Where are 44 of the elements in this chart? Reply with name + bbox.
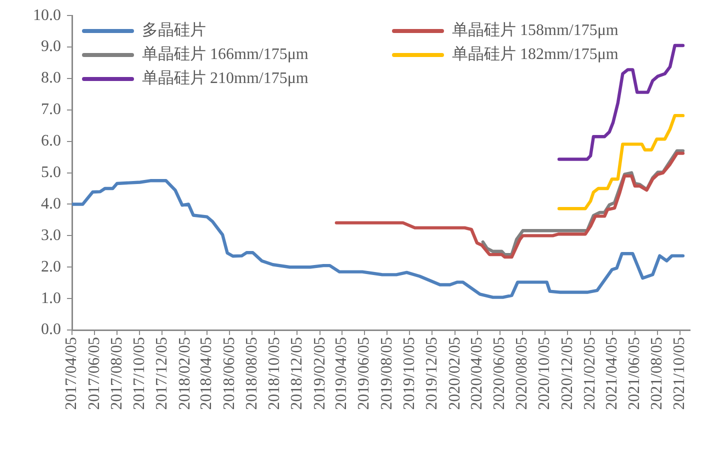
x-tick-label: 2019/06/05: [356, 337, 373, 410]
x-tick-label: 2017/10/05: [130, 337, 148, 410]
y-tick-label: 7.0: [41, 101, 61, 118]
y-tick-label: 2.0: [41, 258, 61, 276]
x-tick-label: 2018/08/05: [243, 337, 260, 410]
x-tick-label: 2018/10/05: [266, 337, 283, 410]
y-tick-label: 9.0: [41, 38, 61, 56]
x-tick-label: 2018/02/05: [176, 337, 194, 410]
y-tick-label: 3.0: [41, 226, 61, 244]
x-tick-label: 2017/06/05: [86, 337, 103, 410]
x-tick-label: 2020/08/05: [514, 337, 531, 410]
x-tick-label: 2019/02/05: [311, 337, 328, 410]
legend-label: 多晶硅片: [142, 20, 206, 41]
legend-label: 单晶硅片 210mm/175μm: [142, 68, 308, 89]
x-tick-label: 2018/04/05: [198, 337, 216, 410]
x-tick-label: 2020/04/05: [468, 337, 486, 410]
x-tick-label: 2019/04/05: [333, 337, 350, 410]
x-tick-label: 2018/12/05: [288, 337, 306, 410]
legend-label: 单晶硅片 166mm/175μm: [142, 44, 308, 65]
legend-label: 单晶硅片 158mm/175μm: [452, 20, 618, 41]
x-tick-label: 2021/06/05: [626, 337, 644, 410]
y-tick-label: 1.0: [41, 290, 61, 307]
y-tick-label: 4.0: [41, 195, 61, 212]
x-tick-label: 2020/02/05: [446, 337, 464, 410]
x-tick-label: 2020/06/05: [491, 337, 508, 410]
y-tick-label: 5.0: [41, 164, 61, 182]
x-tick-label: 2021/04/05: [604, 337, 621, 410]
x-tick-label: 2021/08/05: [648, 337, 666, 410]
y-tick-label: 10.0: [33, 6, 61, 24]
y-tick-label: 6.0: [41, 132, 61, 150]
x-tick-label: 2021/02/05: [582, 337, 599, 410]
x-tick-label: 2019/08/05: [378, 337, 396, 410]
x-tick-label: 2020/10/05: [536, 337, 554, 410]
x-tick-label: 2021/10/05: [671, 337, 688, 410]
x-tick-label: 2020/12/05: [558, 337, 576, 410]
x-tick-label: 2019/12/05: [423, 337, 440, 410]
x-tick-label: 2019/10/05: [400, 337, 418, 410]
y-tick-label: 0.0: [41, 321, 61, 338]
x-tick-label: 2017/04/05: [63, 337, 80, 410]
x-tick-label: 2017/12/05: [153, 337, 170, 410]
x-tick-label: 2018/06/05: [220, 337, 238, 410]
y-tick-label: 8.0: [41, 70, 61, 87]
x-tick-label: 2017/08/05: [108, 337, 126, 410]
legend-label: 单晶硅片 182mm/175μm: [452, 44, 618, 65]
